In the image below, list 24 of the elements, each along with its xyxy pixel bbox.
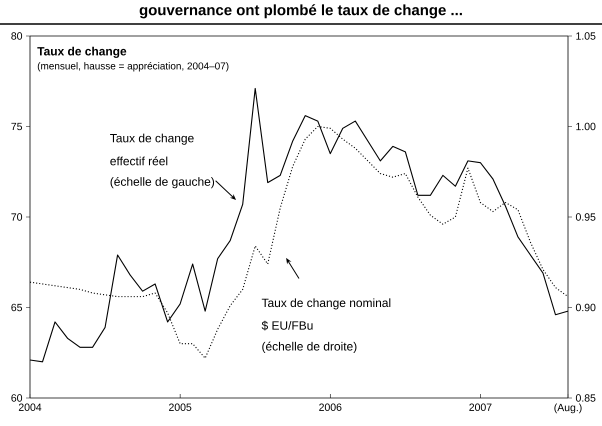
y2-tick-label: 0.90 bbox=[576, 304, 596, 312]
y-tick-label: 75 bbox=[11, 122, 22, 130]
annotation: $ EU/FBu bbox=[262, 320, 313, 330]
y2-tick-label: 0.95 bbox=[576, 213, 596, 221]
annotation: Taux de change bbox=[110, 134, 194, 145]
x-tick-label: (Aug.) bbox=[554, 404, 582, 414]
x-tick-label: 2007 bbox=[469, 404, 492, 411]
text: Taux de change bbox=[37, 46, 126, 58]
annotation: (échelle de droite) bbox=[262, 342, 356, 353]
x-tick-label: 2004 bbox=[18, 404, 42, 411]
y-tick-label: 60 bbox=[11, 394, 22, 402]
chart-title: gouvernance ont plombé le taux de change ... bbox=[140, 4, 462, 18]
annotation: (échelle de gauche) bbox=[110, 176, 214, 188]
annotation: effectif réel bbox=[110, 156, 168, 166]
annotation: (mensuel, hausse = appréciation, 2004–07) bbox=[38, 62, 228, 72]
y2-tick-label: 0.85 bbox=[576, 394, 596, 402]
y2-tick-label: 1.05 bbox=[576, 32, 596, 40]
y-tick-label: 80 bbox=[11, 32, 22, 40]
x-tick-label: 2006 bbox=[319, 404, 342, 411]
y-tick-label: 65 bbox=[11, 304, 22, 312]
y-tick-label: 70 bbox=[11, 213, 22, 221]
y2-tick-label: 1.00 bbox=[576, 122, 596, 130]
x-tick-label: 2005 bbox=[169, 404, 192, 411]
annotation: Taux de change nominal bbox=[262, 298, 390, 310]
